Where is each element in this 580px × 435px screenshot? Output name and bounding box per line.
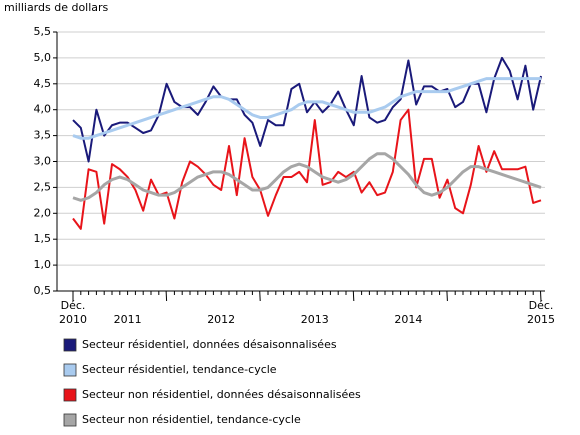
y-tick-label: 1,0 xyxy=(34,258,52,271)
x-tick xyxy=(352,290,355,302)
y-tick-label: 0,5 xyxy=(34,284,52,297)
x-tick xyxy=(446,290,448,302)
x-tick-label: 2013 xyxy=(301,313,329,326)
x-tick xyxy=(540,290,542,302)
x-tick-label: 2011 xyxy=(114,313,142,326)
y-tick-label: 2,0 xyxy=(34,206,52,219)
y-tick-label: 5,5 xyxy=(34,25,52,38)
legend-swatch xyxy=(63,338,77,352)
series-line xyxy=(72,108,542,230)
y-tick-label: 4,5 xyxy=(34,77,52,90)
y-tick-label: 3,0 xyxy=(34,155,52,168)
legend-swatch xyxy=(63,413,77,427)
series-line xyxy=(72,56,542,163)
y-tick-label: 5,0 xyxy=(34,51,52,64)
y-tick-label: 3,5 xyxy=(34,129,52,142)
x-tick-label: Déc. 2015 xyxy=(527,299,555,326)
legend-label: Secteur résidentiel, tendance-cycle xyxy=(82,363,277,376)
legend-label: Secteur non résidentiel, données désaiso… xyxy=(82,388,361,401)
y-tick-label: 4,0 xyxy=(34,103,52,116)
series-line xyxy=(72,152,542,202)
y-tick-label: 2,5 xyxy=(34,180,52,193)
x-tick-label: Déc. 2010 xyxy=(59,299,87,326)
y-axis-label: milliards de dollars xyxy=(4,1,109,14)
legend-label: Secteur résidentiel, données désaisonnal… xyxy=(82,338,337,351)
legend-label: Secteur non résidentiel, tendance-cycle xyxy=(82,413,301,426)
series-line xyxy=(72,77,541,140)
x-tick-label: 2012 xyxy=(207,313,235,326)
x-tick-label: 2014 xyxy=(394,313,422,326)
legend-swatch xyxy=(63,363,77,377)
x-tick xyxy=(259,290,261,302)
legend-swatch xyxy=(63,388,77,402)
y-tick-label: 1,5 xyxy=(34,232,52,245)
x-tick xyxy=(165,290,168,302)
